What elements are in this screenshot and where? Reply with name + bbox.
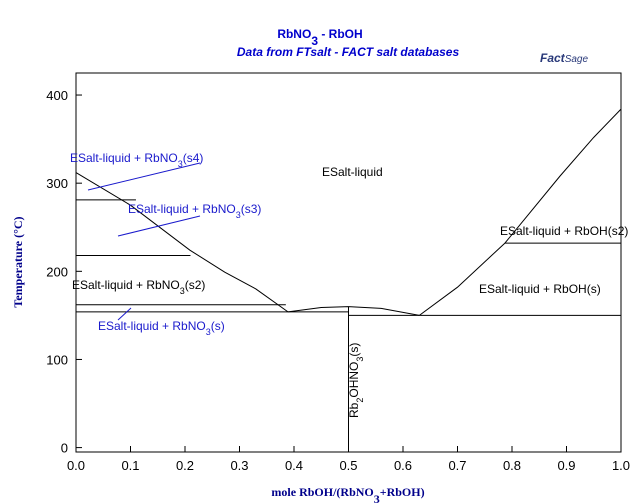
region-label-part: ESalt-liquid + RbOH(s) bbox=[479, 282, 601, 296]
x-axis-label: mole RbOH/(RbNO3+RbOH) bbox=[271, 485, 424, 504]
x-tick-label: 1.0 bbox=[612, 458, 630, 473]
x-axis-label-part: +RbOH) bbox=[380, 485, 425, 499]
x-tick-label: 0.8 bbox=[503, 458, 521, 473]
chart-title-subscript: 3 bbox=[311, 34, 318, 48]
phase-boundary bbox=[287, 306, 420, 316]
y-tick-label: 100 bbox=[46, 352, 68, 367]
chart-title-part: - RbOH bbox=[318, 27, 363, 41]
region-label: ESalt-liquid + RbOH(s2) bbox=[500, 224, 628, 238]
region-label-subscript: 3 bbox=[236, 210, 241, 220]
leader-line bbox=[117, 307, 132, 321]
region-label-part: ESalt-liquid + RbNO bbox=[72, 278, 180, 292]
subtitle: Data from FTsalt - FACT salt databases bbox=[237, 45, 460, 59]
chart-title-part: RbNO bbox=[277, 27, 311, 41]
x-axis-label-part: mole RbOH/(RbNO bbox=[271, 485, 373, 499]
logo-part: Fact bbox=[540, 51, 566, 65]
y-tick-label: 0 bbox=[61, 441, 68, 456]
logo-part: Sage bbox=[565, 54, 589, 65]
region-label-part: Rb bbox=[347, 402, 361, 418]
y-axis-label: Temperature (°C) bbox=[11, 216, 25, 307]
region-label: ESalt-liquid + RbOH(s) bbox=[479, 282, 601, 296]
x-tick-label: 0.5 bbox=[339, 458, 357, 473]
region-label: Rb2OHNO3(s) bbox=[347, 343, 365, 418]
region-label-subscript: 3 bbox=[206, 327, 211, 337]
region-label-subscript: 2 bbox=[355, 398, 365, 403]
y-tick-label: 300 bbox=[46, 176, 68, 191]
region-label-subscript: 3 bbox=[180, 286, 185, 296]
y-tick-label: 400 bbox=[46, 88, 68, 103]
x-tick-label: 0.3 bbox=[230, 458, 248, 473]
x-tick-label: 0.7 bbox=[448, 458, 466, 473]
chart-title: RbNO3 - RbOH bbox=[277, 27, 362, 48]
y-tick-label: 200 bbox=[46, 264, 68, 279]
region-label: ESalt-liquid + RbNO3(s) bbox=[98, 319, 225, 337]
region-label-part: OHNO bbox=[347, 362, 361, 398]
region-label-part: (s4) bbox=[183, 151, 204, 165]
region-label-subscript: 3 bbox=[355, 357, 365, 362]
region-label-part: ESalt-liquid + RbOH(s2) bbox=[500, 224, 628, 238]
x-tick-label: 0.4 bbox=[285, 458, 303, 473]
region-label: ESalt-liquid + RbNO3(s3) bbox=[128, 202, 261, 220]
leader-line bbox=[87, 162, 201, 191]
region-label-part: ESalt-liquid bbox=[322, 165, 383, 179]
region-label-part: ESalt-liquid + RbNO bbox=[128, 202, 236, 216]
region-label: ESalt-liquid bbox=[322, 165, 383, 179]
leader-line bbox=[117, 215, 201, 237]
region-label-part: ESalt-liquid + RbNO bbox=[70, 151, 178, 165]
region-label-part: (s2) bbox=[185, 278, 206, 292]
region-label: ESalt-liquid + RbNO3(s4) bbox=[70, 151, 203, 169]
region-label-part: (s) bbox=[347, 343, 361, 357]
logo: FactSage bbox=[540, 51, 588, 65]
region-label-part: ESalt-liquid + RbNO bbox=[98, 319, 206, 333]
x-tick-label: 0.9 bbox=[557, 458, 575, 473]
x-tick-label: 0.1 bbox=[121, 458, 139, 473]
x-tick-label: 0.6 bbox=[394, 458, 412, 473]
x-tick-label: 0.0 bbox=[67, 458, 85, 473]
region-label-subscript: 3 bbox=[178, 159, 183, 169]
x-tick-label: 0.2 bbox=[176, 458, 194, 473]
region-label: ESalt-liquid + RbNO3(s2) bbox=[72, 278, 205, 296]
x-axis-label-subscript: 3 bbox=[374, 492, 380, 504]
region-label-part: (s3) bbox=[241, 202, 262, 216]
region-label-part: (s) bbox=[211, 319, 225, 333]
phase-boundary bbox=[419, 108, 622, 316]
